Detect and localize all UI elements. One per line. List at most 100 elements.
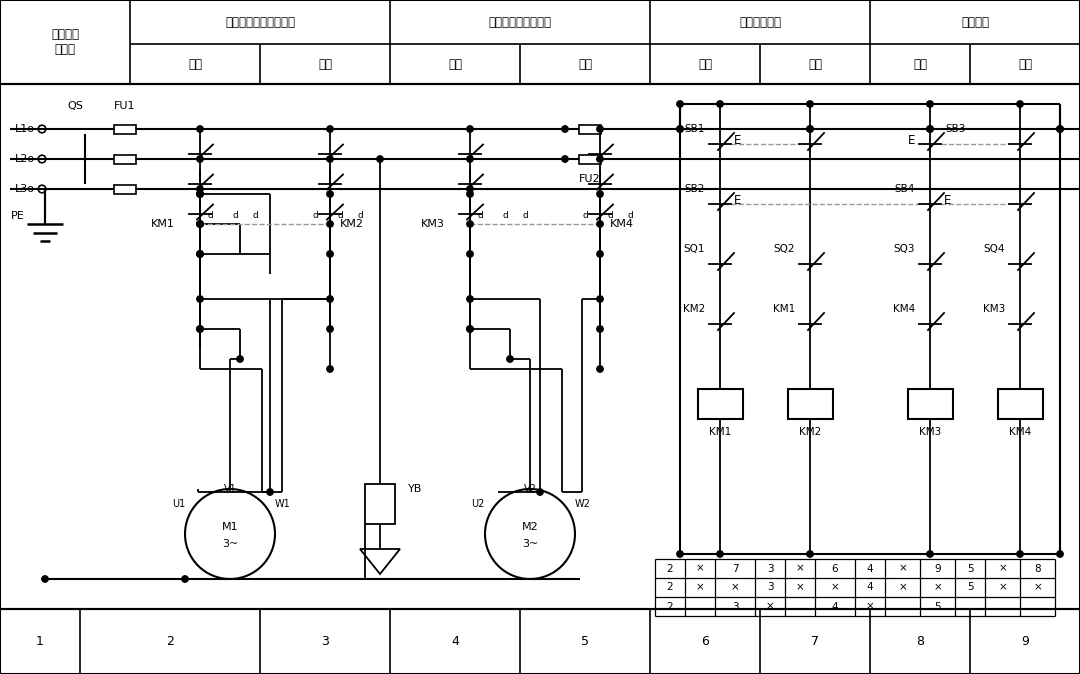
Text: ×: ×	[831, 582, 839, 592]
Text: U1: U1	[172, 499, 185, 509]
Circle shape	[597, 296, 604, 302]
Circle shape	[467, 156, 473, 162]
Text: M2: M2	[522, 522, 538, 532]
Text: ×: ×	[1034, 582, 1042, 592]
Text: 8: 8	[1035, 563, 1041, 574]
Bar	[0, 0, 1080, 84]
Text: d: d	[522, 212, 528, 220]
Bar	[365, 484, 395, 524]
Text: L1o: L1o	[15, 123, 35, 133]
Circle shape	[927, 101, 933, 107]
Text: 控制平移: 控制平移	[961, 16, 989, 28]
Text: FU1: FU1	[114, 101, 136, 111]
Circle shape	[597, 366, 604, 372]
Text: ×: ×	[933, 582, 942, 592]
Circle shape	[197, 186, 203, 192]
Text: FU2: FU2	[579, 174, 600, 184]
Text: 5: 5	[934, 601, 941, 611]
Text: SQ1: SQ1	[684, 244, 705, 254]
Circle shape	[377, 156, 383, 162]
Text: YB: YB	[408, 484, 422, 494]
Circle shape	[197, 251, 203, 257]
Text: 4: 4	[866, 563, 874, 574]
Circle shape	[197, 126, 203, 132]
Text: ×: ×	[731, 582, 740, 592]
Text: KM1: KM1	[151, 219, 175, 229]
Text: d: d	[357, 212, 363, 220]
Text: SQ4: SQ4	[984, 244, 1005, 254]
Circle shape	[677, 126, 684, 132]
Text: 下降: 下降	[808, 57, 822, 71]
Text: KM1: KM1	[773, 304, 795, 314]
Text: 2: 2	[666, 563, 673, 574]
Circle shape	[467, 221, 473, 227]
Text: E: E	[944, 193, 951, 206]
Circle shape	[1057, 126, 1063, 132]
Circle shape	[467, 296, 473, 302]
Text: d: d	[607, 212, 612, 220]
Text: L2o: L2o	[15, 154, 35, 164]
Circle shape	[927, 126, 933, 132]
Text: E: E	[734, 193, 742, 206]
Circle shape	[267, 489, 273, 495]
Text: 2: 2	[666, 601, 673, 611]
Circle shape	[597, 221, 604, 227]
Text: V1: V1	[224, 484, 237, 494]
Bar	[114, 125, 136, 133]
Bar	[787, 389, 833, 419]
Circle shape	[1016, 101, 1023, 107]
Circle shape	[197, 251, 203, 257]
Text: ×: ×	[899, 563, 907, 574]
Text: KM2: KM2	[799, 427, 821, 437]
Text: 2: 2	[166, 635, 174, 648]
Circle shape	[467, 186, 473, 192]
Text: ×: ×	[766, 601, 774, 611]
Bar	[579, 125, 600, 133]
Circle shape	[467, 126, 473, 132]
Text: PE: PE	[11, 211, 25, 221]
Circle shape	[197, 191, 203, 197]
Circle shape	[467, 326, 473, 332]
Bar	[0, 84, 1080, 609]
Bar	[698, 389, 743, 419]
Text: d: d	[582, 212, 588, 220]
Circle shape	[197, 296, 203, 302]
Text: 3: 3	[731, 601, 739, 611]
Text: M1: M1	[221, 522, 239, 532]
Circle shape	[237, 356, 243, 362]
Circle shape	[197, 221, 203, 227]
Text: 3: 3	[767, 582, 773, 592]
Text: ×: ×	[866, 601, 875, 611]
Text: SB2: SB2	[685, 184, 705, 194]
Text: KM4: KM4	[610, 219, 634, 229]
Circle shape	[197, 191, 203, 197]
Text: 3~: 3~	[221, 539, 238, 549]
Circle shape	[197, 191, 203, 197]
Text: KM4: KM4	[893, 304, 915, 314]
Circle shape	[807, 126, 813, 132]
Circle shape	[42, 576, 49, 582]
Circle shape	[537, 489, 543, 495]
Circle shape	[327, 366, 334, 372]
Circle shape	[1057, 551, 1063, 557]
Text: ×: ×	[899, 582, 907, 592]
Circle shape	[327, 191, 334, 197]
Circle shape	[927, 126, 933, 132]
Circle shape	[467, 251, 473, 257]
Text: ×: ×	[696, 563, 704, 574]
Circle shape	[562, 156, 568, 162]
Text: 1: 1	[36, 635, 44, 648]
Text: ×: ×	[998, 563, 1007, 574]
Text: 4: 4	[451, 635, 459, 648]
Text: 9: 9	[1021, 635, 1029, 648]
Text: 5: 5	[967, 563, 973, 574]
Text: 向后: 向后	[1018, 57, 1032, 71]
Text: 上升: 上升	[698, 57, 712, 71]
Circle shape	[927, 551, 933, 557]
Text: V2: V2	[524, 484, 537, 494]
Circle shape	[597, 156, 604, 162]
Text: L3o: L3o	[15, 183, 35, 193]
Circle shape	[197, 326, 203, 332]
Bar	[579, 154, 600, 164]
Text: d: d	[207, 212, 213, 220]
